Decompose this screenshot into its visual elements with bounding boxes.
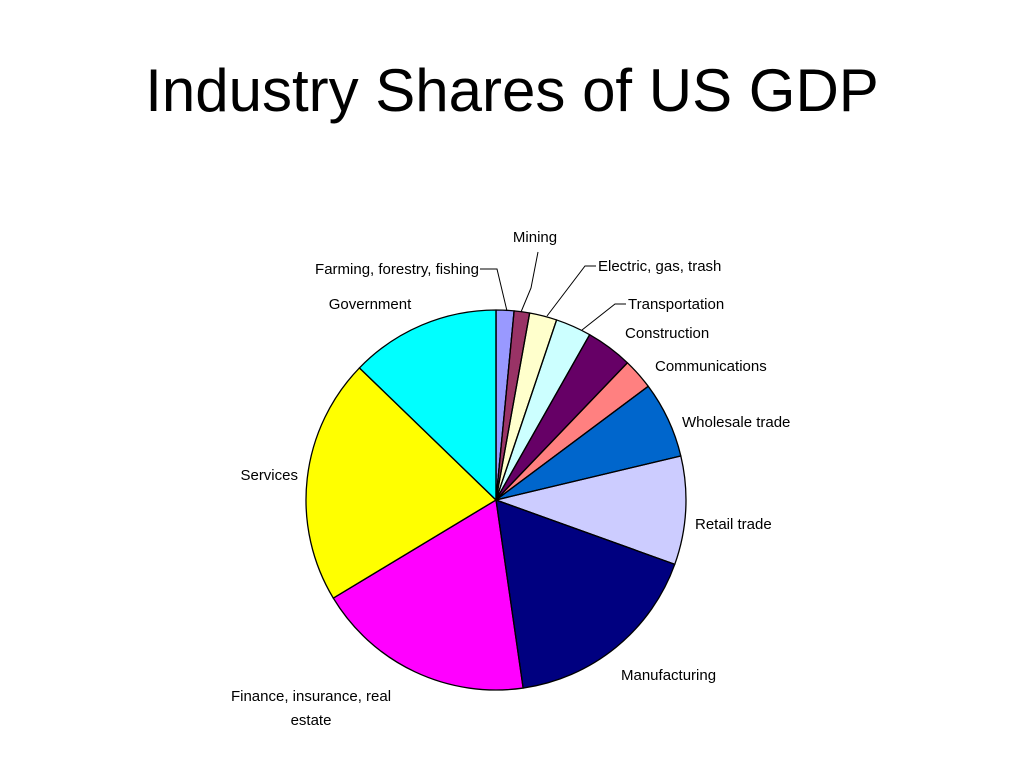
slice-divider (495, 310, 515, 501)
slice-label-farming-forestry-fishing: Farming, forestry, fishing (315, 261, 479, 278)
slice-label-construction: Construction (625, 325, 709, 342)
pie-slice-retail-trade (495, 455, 687, 565)
slice-label-services: Services (240, 467, 298, 484)
pie-slice-finance-insurance-real-estate (332, 499, 524, 691)
pie-slice-services (305, 367, 497, 599)
slice-label-finance-insurance-real-estate: Finance, insurance, real estate (231, 688, 391, 729)
slice-label-communications: Communications (655, 358, 767, 375)
leader-line-electric-gas-trash (546, 265, 596, 317)
slice-divider (359, 367, 497, 501)
slice-divider (495, 362, 628, 501)
slice-divider (495, 455, 681, 501)
slice-label-transportation: Transportation (628, 296, 724, 313)
slice-divider (495, 312, 531, 501)
leader-line-farming-forestry-fishing (480, 268, 508, 312)
slice-divider (332, 499, 497, 599)
slice-divider (495, 499, 524, 689)
pie-slice-government (358, 309, 497, 501)
slice-label-government: Government (329, 296, 412, 313)
slice-label-wholesale-trade: Wholesale trade (682, 414, 790, 431)
page-title: Industry Shares of US GDP (145, 57, 879, 124)
leader-line-transportation (581, 303, 626, 331)
slice-divider (495, 385, 649, 501)
slice-divider (495, 499, 675, 565)
slice-label-retail-trade: Retail trade (695, 516, 772, 533)
slice-label-manufacturing: Manufacturing (621, 667, 716, 684)
leader-lines (480, 251, 626, 331)
leader-line-mining (520, 251, 539, 313)
pie-slice-manufacturing (495, 499, 676, 689)
pie-slices (305, 309, 687, 691)
slice-divider (495, 334, 591, 501)
slice-labels: Farming, forestry, fishing Mining Electric… (231, 229, 790, 729)
slice-label-electric-gas-trash: Electric, gas, trash (598, 258, 721, 275)
slice-divider (495, 319, 558, 501)
slice-label-mining: Mining (513, 229, 557, 246)
